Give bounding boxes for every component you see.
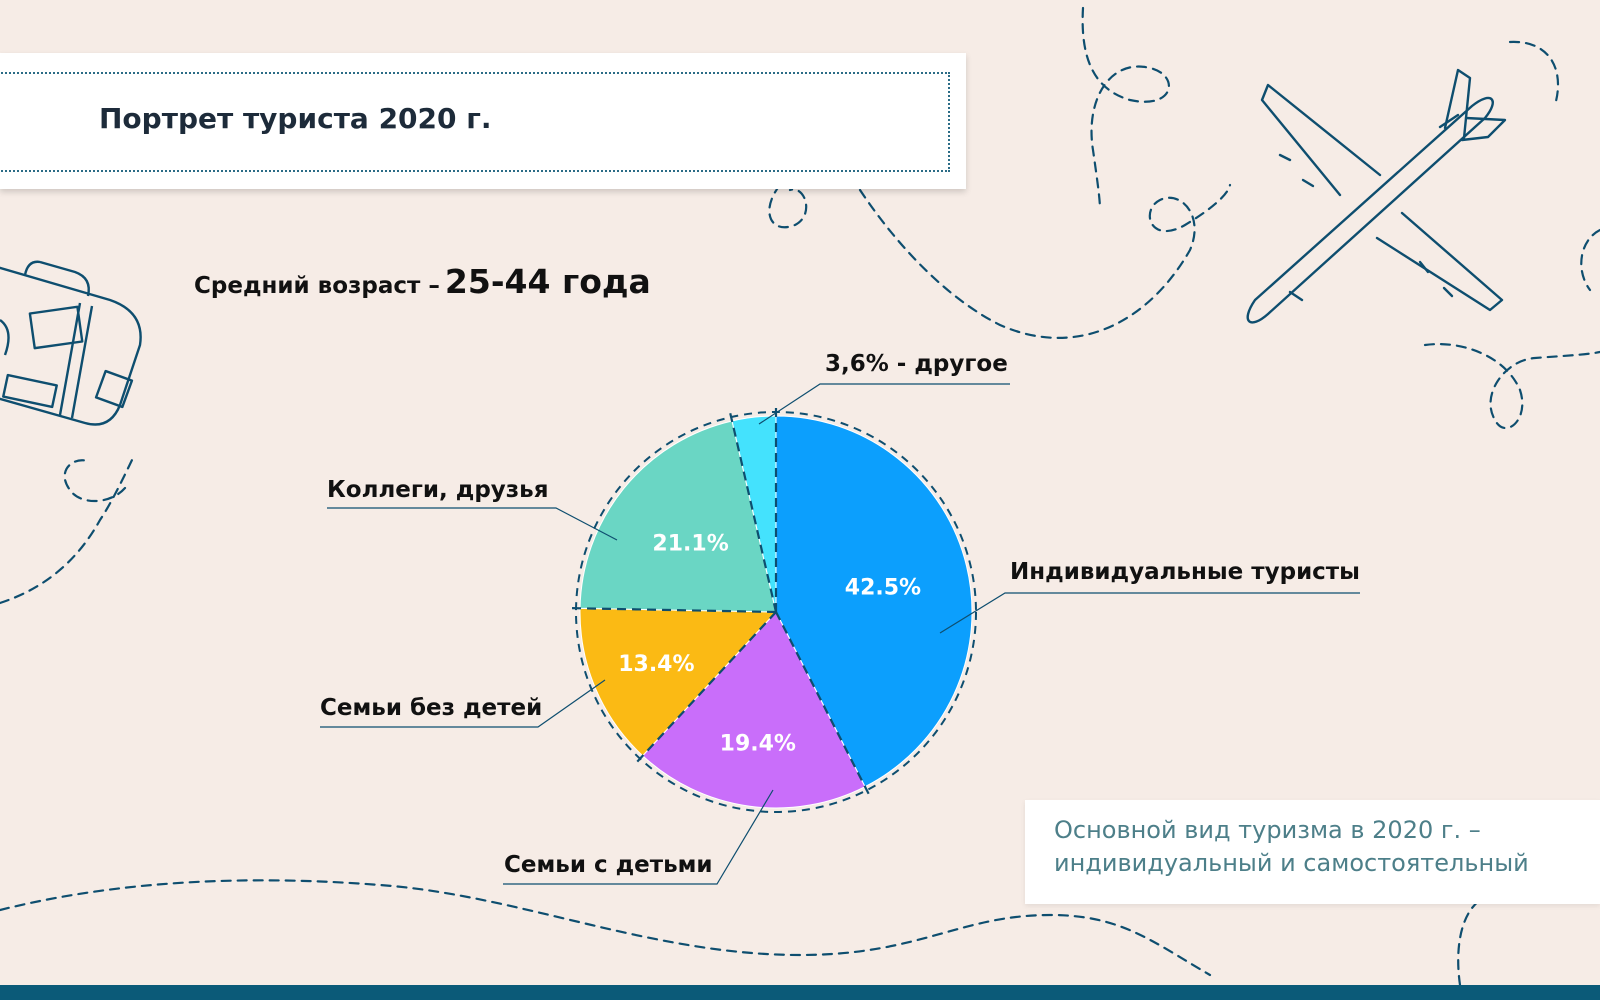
leader-line-3-6-другое (758, 383, 1010, 425)
average-age-label: Средний возраст – (194, 273, 440, 299)
average-age: Средний возраст – 25-44 года (194, 262, 651, 301)
leader-line-семьи-без-детей (320, 679, 606, 728)
dashed-path-top (1081, 6, 1170, 212)
pie-divider (775, 611, 873, 800)
pie-slice-коллеги-друзья (579, 420, 777, 613)
dashed-path-right (1423, 40, 1600, 430)
pie-divider (566, 606, 777, 614)
pie-slice-семьи-с-детьми (642, 611, 866, 809)
pie-value-label-семьи-без-детей: 13.4% (618, 652, 694, 677)
note-text: Основной вид туризма в 2020 г. – индивид… (1054, 816, 1529, 877)
leader-line-семьи-с-детьми (503, 789, 774, 885)
bottom-bar (0, 985, 1600, 1000)
average-age-value: 25-44 года (444, 262, 651, 301)
pie-value-label-семьи-с-детьми: 19.4% (720, 732, 796, 757)
suitcase-icon (0, 260, 142, 426)
leader-line-коллеги-друзья (327, 507, 618, 541)
pie-divider (632, 611, 777, 767)
dashed-path-mid (768, 183, 1232, 339)
category-label-индивидуальные-туристы: Индивидуальные туристы (1010, 559, 1360, 585)
pie-divider (727, 407, 778, 613)
category-label-3-6-другое: 3,6% - другое (825, 351, 1008, 377)
note-card: Основной вид туризма в 2020 г. – индивид… (1025, 800, 1600, 904)
airplane-icon (1246, 68, 1507, 324)
title-card (0, 53, 966, 189)
pie-slice-индивидуальные-туристы (775, 415, 973, 788)
pie-value-label-коллеги-друзья: 21.1% (652, 532, 728, 557)
pie-slice-семьи-без-детей (579, 607, 778, 757)
leader-line-индивидуальные-туристы (939, 592, 1360, 634)
category-label-коллеги-друзья: Коллеги, друзья (327, 477, 548, 503)
dashed-path-bottom (0, 879, 1482, 987)
dashed-path-left (0, 458, 134, 605)
pie-value-label-индивидуальные-туристы: 42.5% (845, 575, 921, 600)
category-label-семьи-без-детей: Семьи без детей (320, 695, 542, 721)
page-title: Портрет туриста 2020 г. (99, 102, 492, 135)
title-card-border (0, 72, 950, 172)
category-label-семьи-с-детьми: Семьи с детьми (504, 852, 713, 878)
